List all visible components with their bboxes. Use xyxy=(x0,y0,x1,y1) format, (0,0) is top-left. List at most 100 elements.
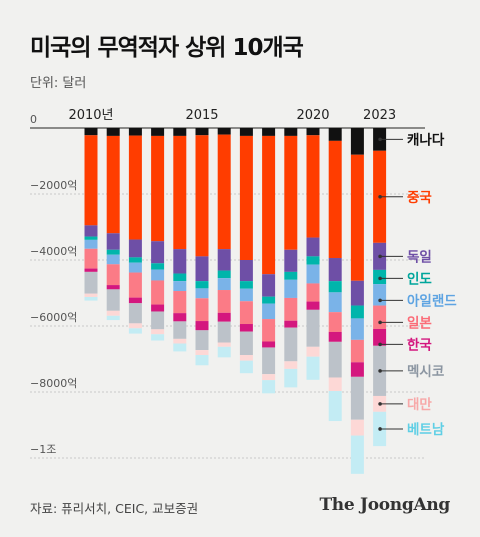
legend-label: 캐나다 xyxy=(407,132,445,148)
y-tick-label: −1조 xyxy=(30,443,56,456)
legend-leader-dot xyxy=(378,276,382,281)
bar-segment xyxy=(84,239,98,249)
legend-label: 멕시코 xyxy=(407,363,444,380)
bar-segment xyxy=(284,368,298,388)
y-tick-label: −4000억 xyxy=(30,245,77,258)
legend-leader-dot xyxy=(378,298,382,303)
bar-segment xyxy=(195,298,209,322)
bar-segment xyxy=(217,134,231,250)
legend-leader-dot xyxy=(378,320,382,325)
legend-label: 독일 xyxy=(407,249,432,265)
legend-label: 인도 xyxy=(407,270,432,287)
bar-segment xyxy=(128,257,142,263)
bar-segment xyxy=(306,237,320,257)
bar-segment xyxy=(106,285,120,290)
legend-label: 한국 xyxy=(407,337,432,353)
bar-segment xyxy=(128,135,142,240)
bar-segment xyxy=(106,310,120,316)
bar-segment xyxy=(173,249,187,274)
page-title: 미국의 무역적자 상위 10개국 xyxy=(30,35,304,61)
bar-segment xyxy=(239,260,253,282)
bar-segment xyxy=(262,135,276,275)
bar-segment xyxy=(151,334,165,341)
bar-segment xyxy=(173,273,187,282)
bar-segment xyxy=(151,304,165,312)
bar-segment xyxy=(106,254,120,265)
legend-leader-dot xyxy=(378,195,382,199)
bar-segment xyxy=(239,301,253,325)
y-tick-label: −6000억 xyxy=(30,311,77,324)
bar-segment xyxy=(217,312,231,322)
unit-label: 단위: 달러 xyxy=(30,76,87,91)
bar-segment xyxy=(239,360,253,374)
bar-segment xyxy=(328,140,342,259)
x-tick-label: 2015 xyxy=(185,108,218,123)
bar-segment xyxy=(195,281,209,289)
bar-segment xyxy=(128,128,142,136)
bar-segment xyxy=(217,342,231,347)
bar-segment xyxy=(217,346,231,358)
bar-segment xyxy=(350,435,364,474)
bar-segment xyxy=(195,256,209,282)
bar-segment xyxy=(217,249,231,271)
bar-segment xyxy=(239,128,253,136)
bar-segment xyxy=(284,135,298,250)
bar-segment xyxy=(350,362,364,377)
bar-segment xyxy=(373,328,387,346)
bar-segment xyxy=(217,128,231,135)
bar-segment xyxy=(84,128,98,136)
bar-segment xyxy=(84,248,98,269)
bar-segment xyxy=(284,279,298,298)
bar-segment xyxy=(151,128,165,136)
bar-segment xyxy=(350,154,364,281)
bar-segment xyxy=(128,272,142,298)
bar-segment xyxy=(239,324,253,332)
bar-segment xyxy=(195,330,209,351)
bar-segment xyxy=(84,268,98,272)
bar-segment xyxy=(350,128,364,155)
bar-segment xyxy=(84,296,98,301)
bar-segment xyxy=(84,236,98,240)
legend-label: 대만 xyxy=(407,397,432,413)
bar-segment xyxy=(284,271,298,280)
legend-label: 중국 xyxy=(407,190,432,206)
bar-segment xyxy=(328,281,342,293)
bar-segment xyxy=(328,331,342,342)
chart-bars xyxy=(84,128,387,474)
bar-segment xyxy=(128,262,142,273)
bar-segment xyxy=(173,338,187,344)
bar-segment xyxy=(262,341,276,348)
x-tick-label: 2020 xyxy=(296,108,329,123)
bar-segment xyxy=(217,278,231,291)
bar-segment xyxy=(306,135,320,238)
bar-segment xyxy=(195,288,209,299)
bar-segment xyxy=(284,249,298,272)
bar-segment xyxy=(173,291,187,314)
bar-segment xyxy=(106,249,120,255)
bar-segment xyxy=(306,283,320,302)
bar-segment xyxy=(306,264,320,284)
bar-segment xyxy=(173,128,187,136)
bar-segment xyxy=(306,356,320,380)
bar-segment xyxy=(128,297,142,304)
bar-segment xyxy=(284,361,298,369)
y-tick-label: −8000억 xyxy=(30,377,77,390)
bar-segment xyxy=(106,315,120,321)
bar-segment xyxy=(328,128,342,141)
bar-segment xyxy=(106,264,120,286)
bar-segment xyxy=(262,374,276,381)
bar-segment xyxy=(195,135,209,257)
bar-segment xyxy=(350,280,364,306)
bar-segment xyxy=(151,329,165,335)
bar-segment xyxy=(284,297,298,321)
bar-segment xyxy=(373,305,387,329)
bar-segment xyxy=(262,380,276,394)
bar-segment xyxy=(128,328,142,334)
bar-segment xyxy=(239,355,253,361)
chart-labels: 0 −2000억 −4000억 −6000억 −8000억 −1조 2010년 2015 202… xyxy=(30,108,457,456)
bar-segment xyxy=(328,258,342,282)
bar-segment xyxy=(173,313,187,322)
bar-segment xyxy=(217,270,231,279)
legend-leader-dot xyxy=(378,427,382,431)
